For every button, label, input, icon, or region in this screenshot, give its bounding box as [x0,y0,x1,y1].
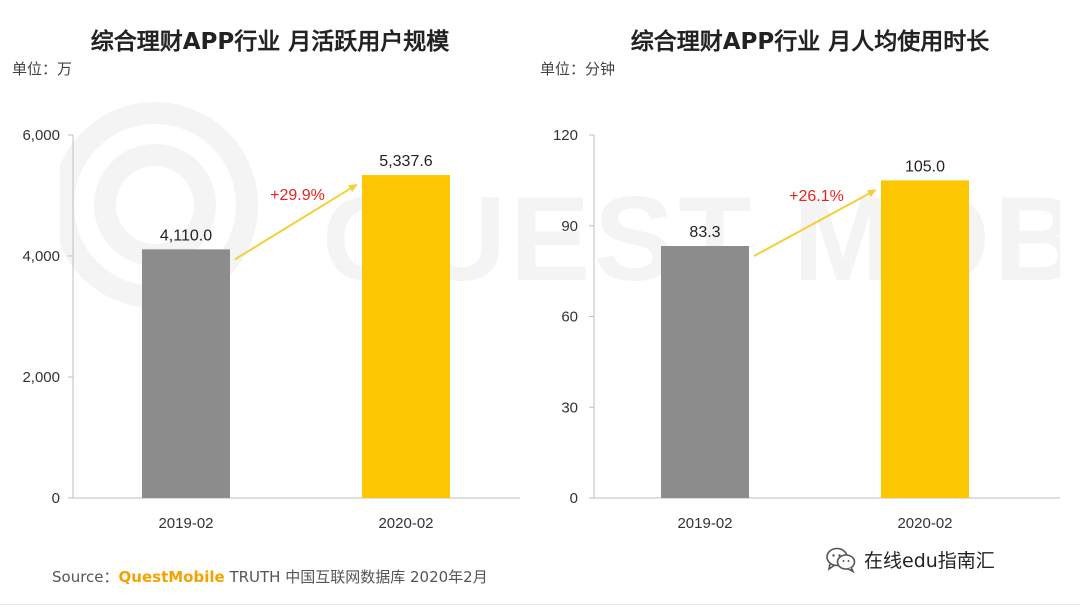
source-footer: Source：QuestMobile TRUTH 中国互联网数据库 2020年2… [52,566,488,587]
y-tick-label: 4,000 [22,248,60,265]
y-tick-label: 60 [561,309,578,326]
x-tick-label: 2020-02 [378,515,433,532]
y-tick-label: 0 [570,490,578,507]
unit-label: 单位：万 [12,60,73,78]
bar-chart-svg: 0 30 60 90 120 83.3 2019-02 105.0 2020-02 +26.1% [553,127,1060,532]
x-tick-label: 2019-02 [158,515,213,532]
chart-avg-usage-time: 综合理财APP行业 月人均使用时长 单位：分钟 0 30 60 90 120 83.3 20… [540,0,1080,550]
y-tick-label: 120 [553,127,578,144]
y-tick-label: 30 [561,399,578,416]
bar-chart-svg: 0 2,000 4,000 6,000 4,110.0 2019-02 5,337.6 202… [22,127,520,532]
chart-monthly-active-users: 综合理财APP行业 月活跃用户规模 单位：万 0 2,000 4,000 6,000 4… [0,0,540,550]
y-tick-label: 90 [561,218,578,235]
y-tick-label: 2,000 [22,369,60,386]
x-tick-label: 2019-02 [677,515,732,532]
unit-label: 单位：分钟 [540,60,616,78]
source-brand: QuestMobile [118,568,225,586]
growth-arrow [753,189,877,257]
source-suffix: TRUTH 中国互联网数据库 2020年2月 [224,568,488,586]
source-prefix: Source： [52,568,119,586]
data-label: 105.0 [905,158,945,175]
bar-2020-02 [362,175,450,498]
wechat-icon [826,547,856,573]
wechat-account: 在线edu指南汇 [826,546,995,573]
wechat-label: 在线edu指南汇 [864,550,995,572]
bar-2019-02 [142,249,230,498]
bar-2020-02 [881,180,969,498]
growth-label: +26.1% [789,188,844,205]
bar-2019-02 [661,246,749,498]
data-label: 4,110.0 [160,227,212,244]
y-tick-label: 6,000 [22,127,60,144]
chart-title: 综合理财APP行业 月人均使用时长 [630,29,990,55]
data-label: 5,337.6 [379,153,432,170]
y-tick-label: 0 [52,490,60,507]
growth-arrow [234,184,358,261]
x-tick-label: 2020-02 [897,515,952,532]
chart-title: 综合理财APP行业 月活跃用户规模 [90,29,450,55]
divider [0,604,1080,605]
data-label: 83.3 [689,224,720,241]
growth-label: +29.9% [270,187,325,204]
